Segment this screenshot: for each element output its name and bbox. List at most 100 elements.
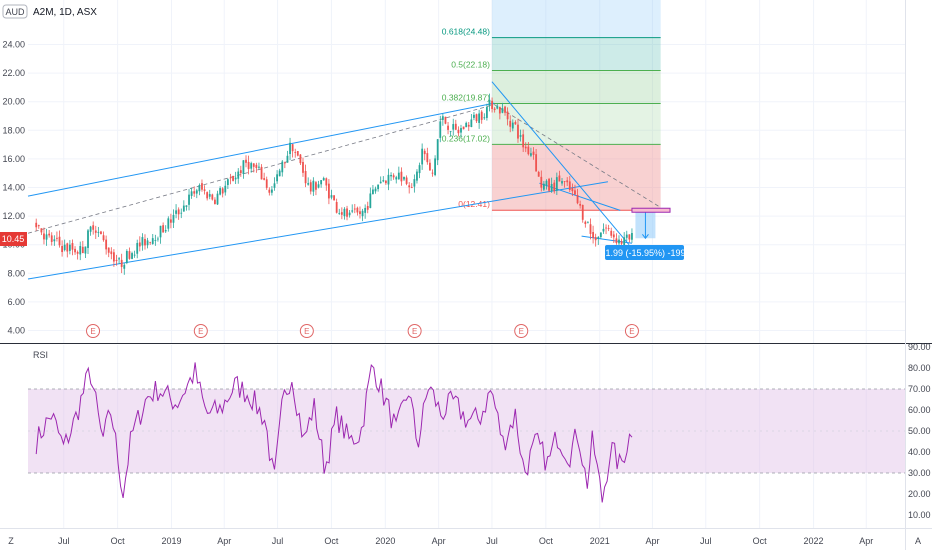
candle-body	[92, 225, 95, 230]
current-price-label: 10.45	[2, 234, 25, 244]
rsi-tick-label: 60.00	[908, 405, 931, 415]
candle-body	[37, 225, 40, 227]
x-tick-label: Oct	[324, 536, 339, 546]
candle-body	[245, 159, 247, 163]
candle-body	[40, 228, 43, 233]
earnings-marker[interactable]	[86, 324, 101, 338]
candle-body	[74, 248, 76, 253]
candle-body	[268, 189, 271, 193]
candle-body	[146, 240, 149, 246]
candle-body	[561, 181, 563, 184]
earnings-marker-label: E	[412, 327, 417, 336]
candle-body	[144, 238, 146, 246]
candle-body	[296, 151, 299, 156]
candle-body	[480, 111, 483, 120]
fib-top-zone	[491, 0, 661, 38]
candle-body	[66, 243, 69, 252]
candle-body	[408, 185, 411, 188]
candle-body	[123, 264, 126, 269]
candle-body	[226, 179, 229, 186]
candle-body	[330, 195, 333, 198]
candle-body	[255, 164, 258, 169]
candle-body	[157, 238, 159, 240]
rsi-pane	[28, 362, 905, 503]
candle-body	[211, 194, 214, 200]
rsi-label: RSI	[33, 350, 48, 360]
candle-body	[149, 242, 152, 244]
candle-body	[542, 183, 545, 190]
candle-body	[359, 211, 361, 215]
candle-body	[237, 171, 240, 179]
fib-zone	[491, 103, 661, 145]
fib-level-label: 0.5(22.18)	[451, 60, 490, 70]
candle-body	[530, 153, 532, 156]
y-tick-label: 18.00	[2, 125, 25, 135]
earnings-marker[interactable]	[624, 324, 639, 338]
candle-body	[413, 179, 416, 187]
candle-body	[252, 163, 255, 167]
timezone-icon[interactable]: Z	[8, 536, 14, 546]
candle-body	[625, 234, 628, 238]
candle-body	[234, 177, 237, 180]
candle-body	[506, 111, 509, 120]
candle-body	[379, 181, 382, 184]
candle-body	[232, 175, 234, 181]
candle-body	[102, 235, 105, 241]
candle-body	[410, 187, 413, 188]
candle-body	[304, 170, 307, 184]
candle-body	[260, 166, 263, 180]
candle-body	[470, 119, 473, 127]
measure-box[interactable]	[605, 245, 684, 260]
candle-body	[193, 191, 196, 194]
currency-badge[interactable]	[2, 4, 28, 19]
candle-body	[276, 174, 278, 182]
candle-body	[364, 207, 367, 213]
candle-body	[58, 236, 61, 246]
candle-body	[387, 174, 390, 185]
candle-body	[392, 175, 395, 178]
target-marker	[631, 207, 671, 213]
measure-label: -1.99 (-15.95%) -199	[602, 248, 685, 258]
wedge-upper-line	[491, 81, 630, 246]
x-tick-label: Jul	[272, 536, 284, 546]
x-tick-label: 2021	[590, 536, 610, 546]
candle-body	[447, 125, 449, 130]
candle-body	[610, 230, 613, 236]
candle-body	[579, 204, 582, 206]
candle-body	[84, 246, 87, 254]
candle-body	[89, 226, 92, 232]
candle-body	[48, 233, 51, 236]
candle-body	[426, 153, 429, 163]
fib-level-label: 0.236(17.02)	[442, 133, 490, 143]
candle-body	[167, 218, 170, 229]
earnings-marker[interactable]	[299, 324, 314, 338]
earnings-marker[interactable]	[407, 324, 422, 338]
candle-body	[203, 189, 206, 191]
candle-body	[229, 177, 232, 179]
candle-body	[607, 228, 610, 229]
candle-body	[45, 234, 48, 240]
candle-body	[283, 162, 286, 164]
candle-body	[366, 206, 369, 210]
candle-body	[431, 172, 434, 174]
candle-body	[265, 179, 268, 188]
candle-body	[449, 131, 452, 133]
candle-body	[434, 158, 437, 176]
candle-body	[120, 259, 123, 267]
y-tick-label: 14.00	[2, 183, 25, 193]
candle-body	[281, 161, 284, 173]
candle-body	[356, 207, 359, 213]
candle-body	[273, 183, 276, 188]
candle-body	[441, 116, 444, 120]
candle-body	[286, 155, 289, 163]
earnings-marker[interactable]	[193, 324, 208, 338]
candle-body	[439, 121, 442, 138]
candle-body	[128, 251, 131, 259]
candle-body	[294, 152, 297, 153]
candle-body	[473, 114, 475, 118]
candle-body	[239, 170, 242, 174]
candle-body	[478, 113, 481, 123]
y-tick-label: 6.00	[7, 297, 25, 307]
earnings-marker[interactable]	[514, 324, 529, 338]
auto-scale-icon[interactable]: A	[915, 536, 921, 546]
